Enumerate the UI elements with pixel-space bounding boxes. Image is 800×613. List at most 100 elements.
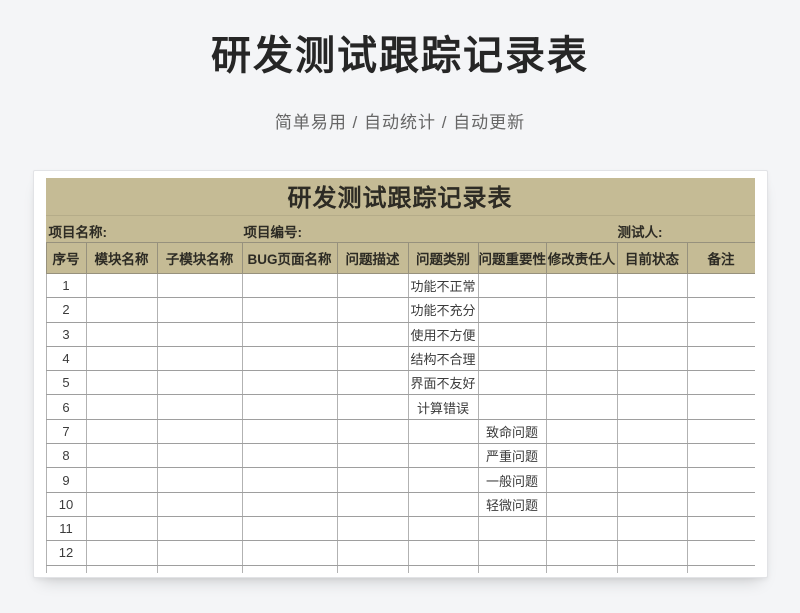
cell <box>156 540 243 566</box>
cell-seq: 12 <box>45 540 87 566</box>
table-row: 7 致命问题 <box>45 418 755 445</box>
cell <box>545 515 618 542</box>
column-header: 问题描述 <box>336 242 409 274</box>
cell <box>241 443 338 469</box>
sheet-title: 研发测试跟踪记录表 <box>287 185 513 212</box>
cell <box>85 467 158 493</box>
page-subtitle: 简单易用 / 自动统计 / 自动更新 <box>274 113 526 132</box>
column-header: 问题重要性 <box>477 242 547 274</box>
cell <box>686 491 755 517</box>
cell <box>85 297 158 323</box>
cell <box>477 540 547 566</box>
project-number-label: 项目编号: <box>243 225 303 240</box>
cell <box>85 345 158 372</box>
cell <box>477 272 547 299</box>
cell <box>616 564 688 573</box>
cell <box>686 272 755 299</box>
cell <box>477 370 547 396</box>
table-row: 11 <box>45 515 755 542</box>
table-row: 1 功能不正常 <box>45 272 755 299</box>
column-header: 问题类别 <box>407 242 479 274</box>
cell <box>336 515 409 542</box>
cell <box>241 345 338 372</box>
cell: 界面不友好 <box>407 370 479 396</box>
cell <box>336 564 409 573</box>
cell: 一般问题 <box>477 467 547 493</box>
cell <box>545 394 618 420</box>
cell <box>686 418 755 445</box>
cell: 轻微问题 <box>477 491 547 517</box>
cell: 严重问题 <box>477 443 547 469</box>
cell-seq: 4 <box>45 345 87 372</box>
cell <box>156 418 243 445</box>
cell <box>241 297 338 323</box>
cell <box>156 321 243 347</box>
cell <box>85 272 158 299</box>
cell <box>686 515 755 542</box>
cell <box>686 321 755 347</box>
cell <box>85 370 158 396</box>
cell-seq: 6 <box>45 394 87 420</box>
cell <box>545 564 618 573</box>
cell <box>407 564 479 573</box>
cell-seq: 1 <box>45 272 87 299</box>
cell: 结构不合理 <box>407 345 479 372</box>
table-row: 3 使用不方便 <box>45 321 755 347</box>
sheet-header-band: 研发测试跟踪记录表 项目名称: 项目编号: 测试人: <box>45 178 755 242</box>
cell <box>477 564 547 573</box>
cell <box>616 467 688 493</box>
table-row: 10 轻微问题 <box>45 491 755 517</box>
cell <box>85 564 158 573</box>
cell <box>241 540 338 566</box>
cell <box>686 443 755 469</box>
cell <box>545 443 618 469</box>
cell <box>241 418 338 445</box>
cell <box>477 394 547 420</box>
cell <box>686 394 755 420</box>
cell <box>477 515 547 542</box>
cell <box>336 491 409 517</box>
cell <box>616 345 688 372</box>
cell <box>616 394 688 420</box>
cell <box>407 443 479 469</box>
cell <box>241 370 338 396</box>
cell <box>336 272 409 299</box>
cell <box>241 515 338 542</box>
sheet-info-row: 项目名称: 项目编号: 测试人: <box>45 215 755 242</box>
column-header: BUG页面名称 <box>241 242 338 274</box>
cell <box>241 272 338 299</box>
cell <box>241 564 338 573</box>
cell <box>85 540 158 566</box>
column-header: 修改责任人 <box>545 242 618 274</box>
cell <box>336 321 409 347</box>
cell <box>616 443 688 469</box>
cell <box>545 297 618 323</box>
column-header: 子模块名称 <box>156 242 243 274</box>
cell <box>336 467 409 493</box>
table-clip: 序号 模块名称 子模块名称 BUG页面名称 问题描述 问题类别 问题重要性 修改责任人 目前状态… <box>45 242 755 573</box>
cell <box>336 394 409 420</box>
cell <box>545 418 618 445</box>
header-row: 序号 模块名称 子模块名称 BUG页面名称 问题描述 问题类别 问题重要性 修改责任人 目前状态… <box>45 242 755 274</box>
cell <box>85 443 158 469</box>
cell <box>545 345 618 372</box>
column-header: 模块名称 <box>85 242 158 274</box>
cell <box>407 515 479 542</box>
table-row: 2 功能不充分 <box>45 297 755 323</box>
table-row: 9 一般问题 <box>45 467 755 493</box>
cell <box>545 370 618 396</box>
cell <box>85 515 158 542</box>
cell: 使用不方便 <box>407 321 479 347</box>
table-row: 4 结构不合理 <box>45 345 755 372</box>
cell <box>545 272 618 299</box>
table-row: 8 严重问题 <box>45 443 755 469</box>
cell: 计算错误 <box>407 394 479 420</box>
cell <box>336 345 409 372</box>
cell <box>616 491 688 517</box>
cell <box>407 491 479 517</box>
cell <box>241 321 338 347</box>
cell <box>477 345 547 372</box>
column-header: 序号 <box>45 242 87 274</box>
cell <box>156 394 243 420</box>
